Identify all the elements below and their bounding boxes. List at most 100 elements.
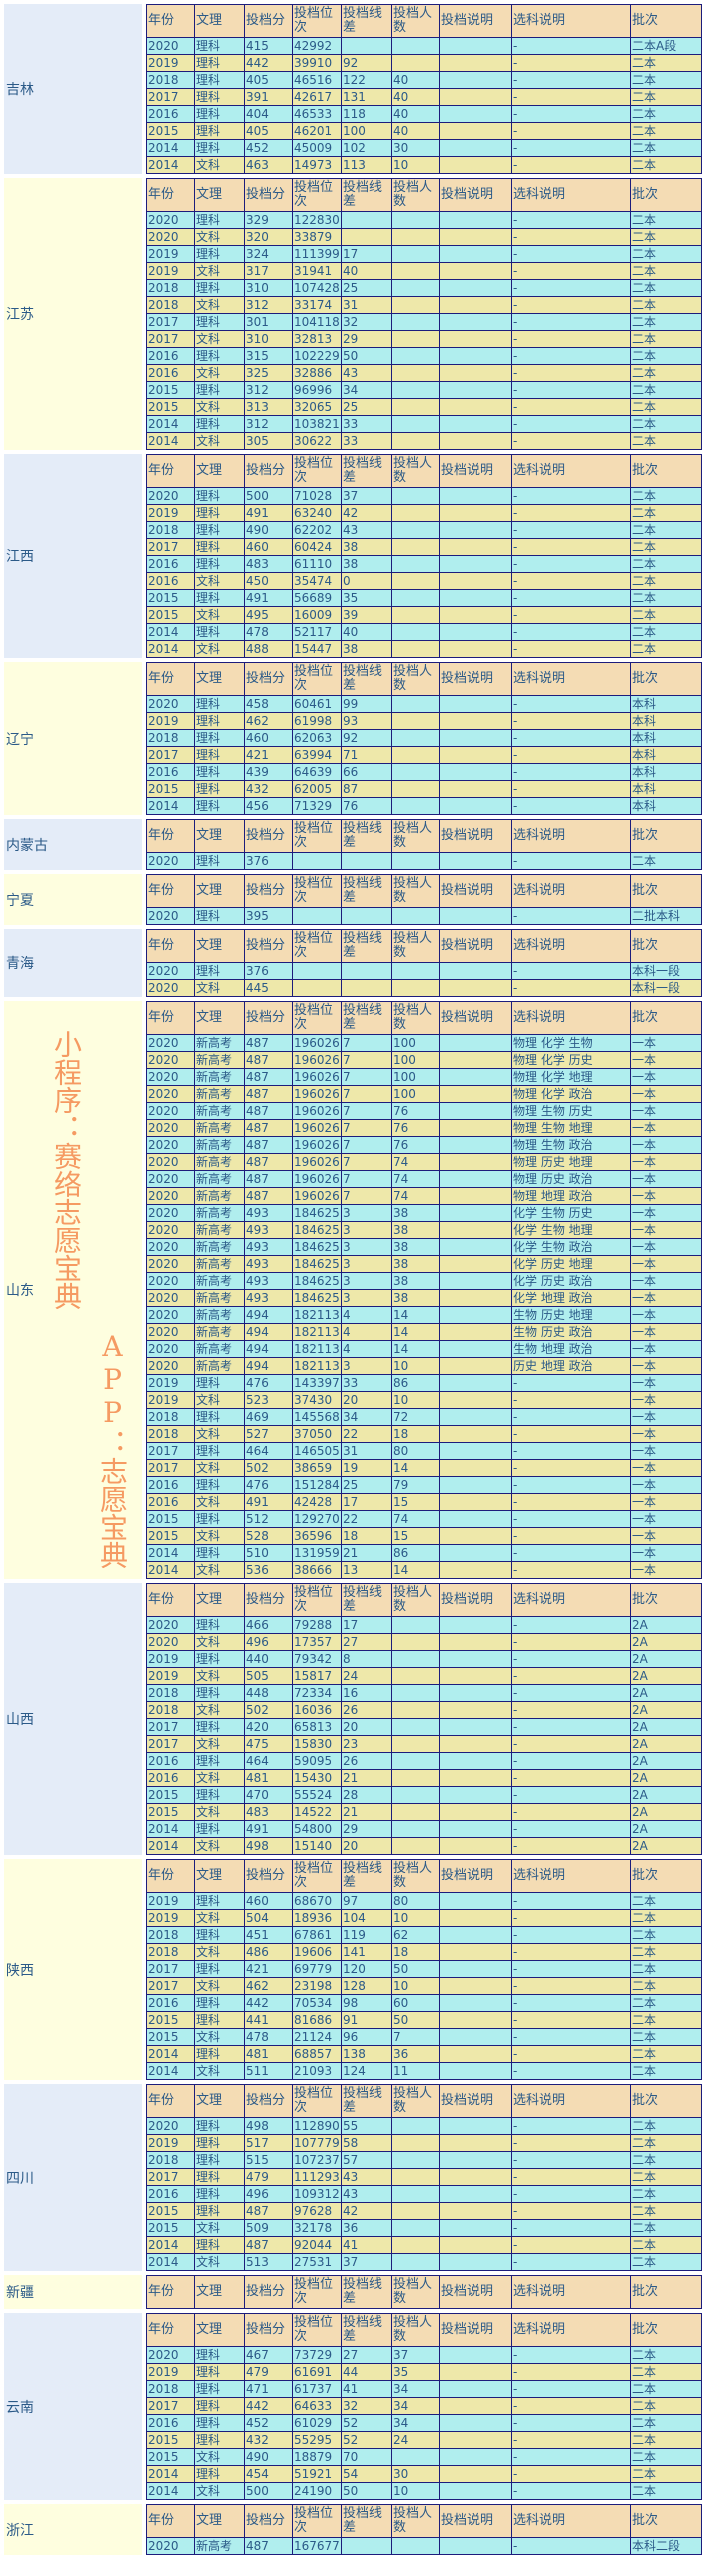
cell-subject-note: 物理 化学 政治 (511, 1085, 631, 1103)
cell-rank: 62005 (292, 780, 342, 798)
cell-admit-count (391, 381, 440, 399)
cell-rank: 196026 (292, 1119, 342, 1137)
cell-subject-note: - (511, 1408, 631, 1426)
cell-year: 2015 (146, 1510, 195, 1528)
table-row: 2016 理科 442 70534 98 60 - 二本 (146, 1994, 702, 2012)
cell-score: 310 (244, 279, 293, 297)
header-rank: 投档位次 (292, 1583, 342, 1617)
cell-batch: 一本 (630, 1527, 702, 1545)
header-batch: 批次 (630, 4, 702, 38)
cell-admission-note (439, 852, 512, 870)
cell-subject-note: - (511, 2465, 631, 2483)
table-row: 2019 文科 504 18936 104 10 - 二本 (146, 1909, 702, 1927)
header-row: 年份 文理 投档分 投档位次 投档线差 投档人数 投档说明 选科说明 批次 (146, 178, 702, 212)
cell-track: 文科 (194, 296, 245, 314)
cell-year: 2014 (146, 1820, 195, 1838)
cell-admission-note (439, 780, 512, 798)
table-row: 2020 文科 445 - 本科一段 (146, 979, 702, 997)
cell-track: 理科 (194, 211, 245, 229)
table-row: 2019 理科 442 39910 92 - 二本 (146, 54, 702, 72)
cell-rank: 64633 (292, 2397, 342, 2415)
cell-admission-note (439, 504, 512, 522)
cell-subject-note: - (511, 2045, 631, 2063)
table-row: 2017 文科 475 15830 23 -2A (146, 1735, 702, 1753)
table-row: 2018 文科 312 33174 31 - 二本 (146, 296, 702, 314)
cell-score: 491 (244, 1820, 293, 1838)
cell-rank: 45009 (292, 139, 342, 157)
cell-year: 2019 (146, 2363, 195, 2381)
cell-batch: 一本 (630, 1374, 702, 1392)
cell-admit-count: 10 (391, 1357, 440, 1375)
cell-line-diff: 22 (341, 1425, 392, 1443)
cell-subject-note: - (511, 2397, 631, 2415)
cell-admission-note (439, 2431, 512, 2449)
table-row: 2020 新高考 493 184625 3 38 化学 生物 政治 一本 (146, 1238, 702, 1256)
cell-batch: 二本 (630, 2346, 702, 2364)
table-row: 2020 理科 500 71028 37 - 二本 (146, 487, 702, 505)
cell-year: 2018 (146, 71, 195, 89)
table-row: 2015 理科 405 46201 100 40 - 二本 (146, 122, 702, 140)
header-batch: 批次 (630, 178, 702, 212)
cell-year: 2014 (146, 797, 195, 815)
cell-batch: 一本 (630, 1425, 702, 1443)
header-track: 文理 (194, 4, 245, 38)
header-year: 年份 (146, 662, 195, 696)
cell-batch: 二本 (630, 2448, 702, 2466)
cell-rank: 69779 (292, 1960, 342, 1978)
province-name: 云南 (4, 2313, 142, 2500)
cell-year: 2015 (146, 2202, 195, 2220)
cell-year: 2020 (146, 1238, 195, 1256)
cell-track: 文科 (194, 2448, 245, 2466)
cell-line-diff: 124 (341, 2062, 392, 2080)
table-row: 2019 理科 517 107779 58 - 二本 (146, 2134, 702, 2152)
table-row: 2020 新高考 487 196026 7 100 物理 化学 历史 一本 (146, 1051, 702, 1069)
cell-line-diff (341, 2537, 392, 2555)
cell-track: 理科 (194, 2431, 245, 2449)
cell-track: 理科 (194, 1718, 245, 1736)
cell-batch: 一本 (630, 1323, 702, 1341)
cell-admit-count (391, 2117, 440, 2135)
cell-score: 491 (244, 504, 293, 522)
cell-track: 理科 (194, 907, 245, 925)
cell-line-diff: 27 (341, 1633, 392, 1651)
cell-admission-note (439, 1034, 512, 1052)
cell-admission-note (439, 2346, 512, 2364)
cell-admit-count: 74 (391, 1170, 440, 1188)
cell-year: 2020 (146, 1340, 195, 1358)
cell-track: 理科 (194, 245, 245, 263)
cell-rank: 61998 (292, 712, 342, 730)
cell-admission-note (439, 606, 512, 624)
cell-rank: 15430 (292, 1769, 342, 1787)
cell-score: 324 (244, 245, 293, 263)
cell-rank: 15447 (292, 640, 342, 658)
cell-batch: 本科 (630, 729, 702, 747)
cell-batch: 二本 (630, 2253, 702, 2271)
cell-admission-note (439, 1153, 512, 1171)
cell-line-diff: 35 (341, 589, 392, 607)
cell-year: 2020 (146, 979, 195, 997)
cell-rank: 184625 (292, 1272, 342, 1290)
header-row: 年份 文理 投档分 投档位次 投档线差 投档人数 投档说明 选科说明 批次 (146, 2084, 702, 2118)
cell-score: 313 (244, 398, 293, 416)
cell-admit-count (391, 1616, 440, 1634)
cell-batch: 一本 (630, 1306, 702, 1324)
cell-year: 2019 (146, 712, 195, 730)
cell-rank: 62063 (292, 729, 342, 747)
cell-score: 493 (244, 1289, 293, 1307)
cell-track: 文科 (194, 2028, 245, 2046)
cell-admit-count (391, 2168, 440, 2186)
cell-rank: 16036 (292, 1701, 342, 1719)
cell-batch: 本科 (630, 763, 702, 781)
cell-line-diff: 3 (341, 1272, 392, 1290)
cell-admit-count: 74 (391, 1510, 440, 1528)
cell-line-diff: 24 (341, 1667, 392, 1685)
header-line-diff: 投档线差 (341, 1001, 392, 1035)
header-score: 投档分 (244, 178, 293, 212)
cell-batch: 2A (630, 1735, 702, 1753)
cell-year: 2015 (146, 2431, 195, 2449)
cell-rank: 81686 (292, 2011, 342, 2029)
cell-track: 新高考 (194, 1102, 245, 1120)
cell-subject-note: - (511, 852, 631, 870)
cell-track: 新高考 (194, 1340, 245, 1358)
cell-score: 487 (244, 1102, 293, 1120)
